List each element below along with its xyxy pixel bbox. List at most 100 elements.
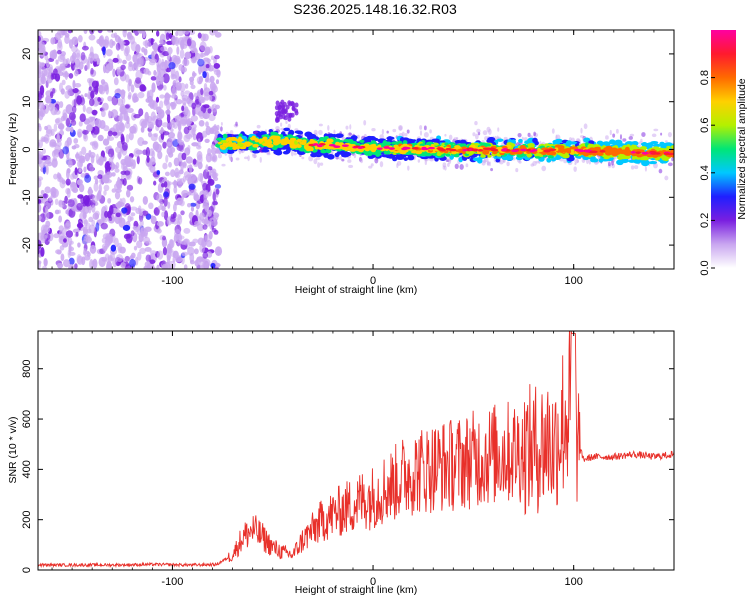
noise-speckle (164, 93, 172, 99)
noise-speckle (145, 146, 151, 158)
band-outer (326, 154, 334, 159)
band-outer (261, 149, 270, 153)
band-peak (450, 148, 457, 152)
snr-y-axis-label: SNR (10 * v/v) (7, 416, 19, 483)
noise-speckle (68, 257, 75, 266)
noise-speckle (116, 201, 121, 210)
band-halo-speckle (406, 129, 410, 134)
noise-speckle (125, 104, 130, 109)
band-halo-speckle (583, 123, 588, 130)
noise-speckle (178, 76, 182, 83)
band-halo-speckle (664, 140, 668, 144)
noise-speckle (141, 140, 148, 145)
band-peak (462, 148, 468, 152)
band-halo-speckle (275, 125, 280, 131)
noise-speckle (212, 214, 219, 222)
noise-speckle (153, 180, 157, 186)
colorbar-gradient (711, 30, 736, 268)
band-halo-speckle (551, 128, 555, 134)
noise-speckle (39, 62, 46, 67)
noise-speckle (129, 258, 136, 268)
band-inner (469, 144, 476, 148)
noise-speckle (128, 34, 134, 40)
noise-speckle (129, 196, 135, 203)
noise-speckle (125, 133, 130, 143)
noise-speckle (197, 91, 201, 97)
noise-speckle (88, 34, 96, 41)
noise-speckle (77, 34, 83, 43)
noise-speckle (161, 122, 169, 128)
feature-speckle (281, 114, 286, 120)
noise-speckle (56, 172, 62, 179)
noise-speckle (90, 67, 94, 75)
band-peak (650, 152, 659, 155)
noise-speckle (150, 111, 156, 122)
noise-speckle (159, 94, 165, 99)
band-middle (325, 148, 332, 154)
noise-speckle (210, 220, 218, 227)
noise-speckle (170, 169, 176, 178)
band-outer (650, 141, 659, 145)
noise-speckle (64, 90, 71, 99)
noise-speckle (186, 202, 192, 208)
noise-speckle (52, 68, 58, 76)
noise-speckle (74, 167, 78, 176)
noise-speckle (181, 94, 189, 101)
noise-speckle (188, 164, 193, 173)
band-outer (648, 161, 658, 165)
noise-speckle (212, 191, 216, 202)
band-inner (597, 152, 604, 156)
noise-speckle (159, 39, 164, 45)
noise-speckle (97, 174, 103, 180)
band-inner (220, 146, 226, 150)
noise-speckle (180, 43, 188, 49)
noise-speckle (86, 58, 90, 70)
spectrogram-y-tick-label: -10 (21, 189, 33, 205)
band-halo-speckle (667, 162, 673, 167)
noise-speckle (56, 262, 64, 269)
noise-speckle (191, 102, 196, 110)
noise-speckle (192, 158, 197, 165)
noise-speckle (174, 70, 180, 81)
noise-speckle (84, 254, 91, 261)
noise-speckle (88, 86, 92, 91)
band-peak (489, 147, 495, 151)
band-halo-speckle (533, 131, 536, 137)
snr-y-tick-label: 400 (21, 460, 33, 478)
noise-speckle (40, 75, 47, 85)
band-middle (375, 152, 382, 156)
band-middle (383, 149, 391, 155)
band-halo-speckle (518, 160, 522, 164)
noise-speckle (199, 212, 205, 221)
noise-speckle (205, 121, 209, 128)
noise-speckle (184, 90, 191, 95)
noise-speckle (93, 175, 99, 180)
noise-speckle (211, 172, 218, 179)
noise-speckle (109, 163, 115, 168)
noise-speckle (182, 58, 190, 67)
snr-frame (37, 330, 675, 571)
noise-speckle (68, 112, 76, 121)
noise-speckle (208, 94, 213, 101)
band-halo-speckle (217, 153, 222, 159)
noise-speckle (122, 162, 128, 171)
band-inner (579, 151, 585, 155)
band-outer (225, 133, 233, 138)
band-outer (296, 131, 304, 135)
noise-speckle (62, 109, 67, 120)
spectrogram-x-tick-label: -100 (161, 275, 183, 287)
noise-speckle (58, 230, 64, 241)
band-halo-speckle (658, 168, 663, 174)
snr-y-tick-label: 0 (21, 567, 33, 573)
noise-speckle (148, 266, 156, 269)
noise-speckle (214, 184, 222, 189)
colorbar: 0.0 0.2 0.4 0.6 0.8 Normalized spectral ampl… (699, 30, 748, 276)
band-outer (403, 157, 408, 161)
noise-speckle (214, 54, 220, 60)
spectrogram-y-tick-label: 10 (21, 96, 33, 108)
band-middle (402, 140, 408, 145)
noise-speckle (207, 178, 215, 186)
noise-speckle (78, 221, 82, 231)
noise-speckle (103, 184, 110, 192)
band-halo-speckle (615, 128, 619, 134)
